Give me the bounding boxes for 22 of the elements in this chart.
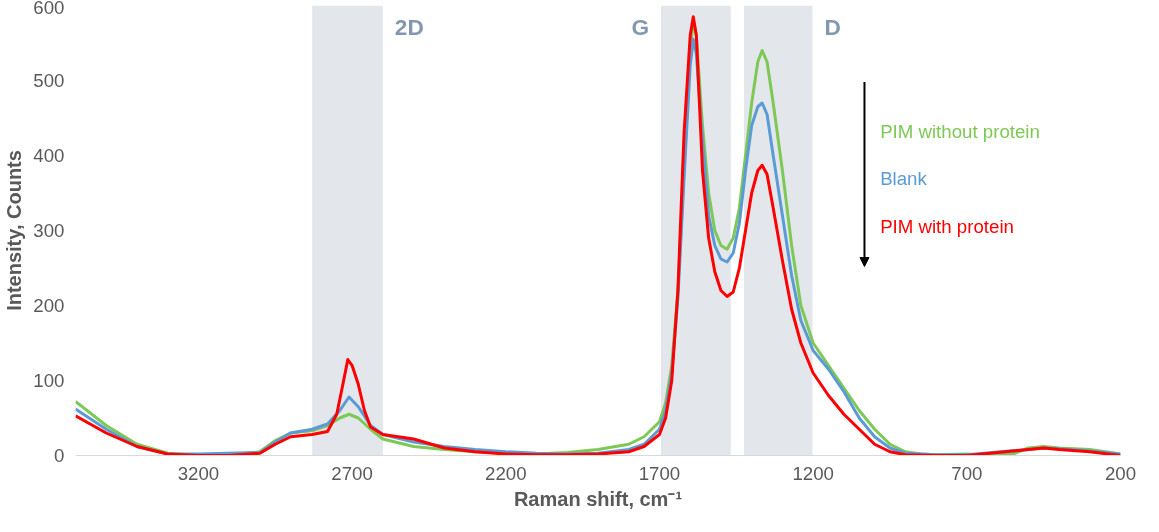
x-tick-label: 700	[951, 462, 983, 484]
y-tick-label: 400	[33, 145, 65, 166]
x-tick-label: 200	[1104, 462, 1137, 484]
y-tick-label: 200	[33, 295, 65, 316]
x-tick-label: 1200	[792, 462, 834, 484]
y-tick-label: 300	[33, 220, 65, 241]
text: Blank	[880, 168, 928, 190]
band-label: 2D	[394, 13, 424, 40]
x-axis-title: Raman shift, cm⁻¹	[513, 487, 683, 510]
x-tick-label: 2700	[331, 462, 373, 484]
x-tick-label: 2200	[485, 462, 527, 484]
band-label: G	[631, 13, 650, 40]
band-label: D	[824, 13, 841, 40]
y-tick-label: 0	[54, 445, 65, 466]
text: PIM with protein	[880, 215, 1014, 237]
text: PIM without protein	[880, 121, 1040, 142]
y-tick-label: 600	[33, 0, 65, 18]
y-tick-label: 500	[33, 70, 65, 91]
y-axis-title: Intensity, Counts	[3, 150, 26, 311]
x-tick-label: 1700	[638, 462, 681, 484]
y-tick-label: 100	[33, 370, 65, 391]
x-tick-label: 3200	[177, 462, 220, 484]
